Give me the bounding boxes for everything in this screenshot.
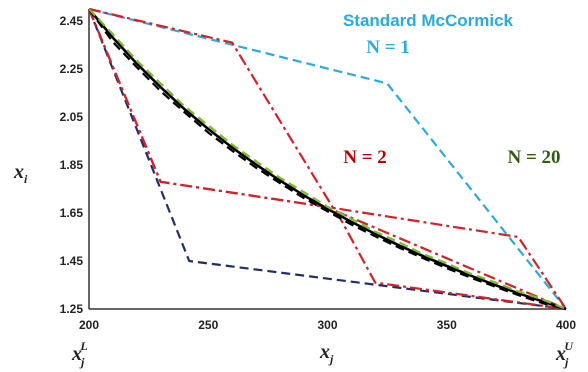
series-line-6 bbox=[88, 8, 567, 311]
x-tick-label: 200 bbox=[79, 318, 99, 332]
annotation-n2: N = 2 bbox=[343, 147, 387, 168]
y-tick-label: 1.45 bbox=[60, 254, 84, 268]
series-line-3 bbox=[88, 7, 567, 311]
y-tick-label: 1.85 bbox=[60, 158, 84, 172]
x-tick-label: 400 bbox=[556, 318, 576, 332]
series-line-1 bbox=[88, 7, 567, 310]
annotation-n20: N = 20 bbox=[507, 147, 560, 168]
x-tick-label: 300 bbox=[317, 318, 337, 332]
y-tick-label: 1.25 bbox=[60, 302, 84, 316]
series-line-8 bbox=[88, 8, 567, 311]
series-line-7 bbox=[88, 8, 567, 311]
y-tick-label: 2.05 bbox=[60, 110, 84, 124]
x-upper-bound-label: xjU bbox=[555, 339, 574, 369]
x-tick-label: 250 bbox=[198, 318, 218, 332]
series-line-5 bbox=[87, 8, 567, 311]
series-line-4 bbox=[87, 8, 567, 310]
x-lower-bound-label: xjL bbox=[71, 339, 88, 369]
annotation-n1: N = 1 bbox=[366, 37, 410, 58]
x-axis-label: xj bbox=[319, 341, 334, 366]
x-tick-label: 350 bbox=[437, 318, 457, 332]
y-tick-label: 2.25 bbox=[60, 62, 84, 76]
series-line-2 bbox=[87, 8, 567, 311]
y-axis-label: xi bbox=[13, 161, 28, 186]
series-lines bbox=[87, 7, 567, 311]
tick-labels: 200 250 300 350 400 2.45 2.25 2.05 1.85 1.65 1.45 1… bbox=[60, 14, 577, 332]
y-tick-label: 2.45 bbox=[60, 14, 84, 28]
axes bbox=[88, 9, 566, 310]
y-tick-label: 1.65 bbox=[60, 206, 84, 220]
annotation-standard-mccormick: Standard McCormick bbox=[343, 11, 514, 30]
